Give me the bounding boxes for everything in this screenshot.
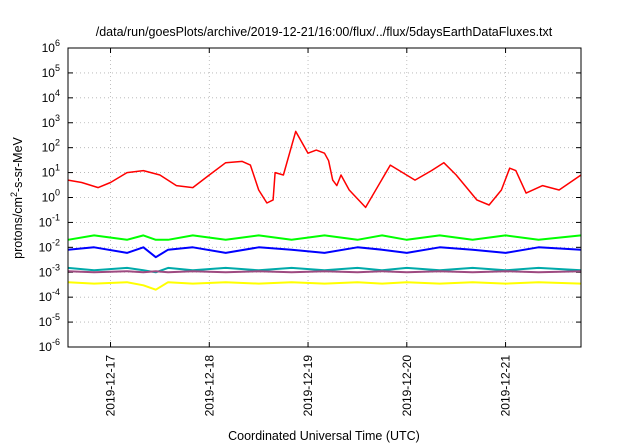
x-axis-ticks: 2019-12-17 2019-12-18 2019-12-19 2019-12-20… [104, 48, 513, 416]
series-line [67, 234, 582, 241]
y-tick-label: 101 [42, 163, 60, 180]
series-layer [67, 130, 582, 291]
plot-border [67, 47, 582, 348]
y-tick-label: 105 [42, 63, 60, 80]
grid [68, 48, 581, 347]
y-tick-label: 106 [42, 38, 60, 55]
y-tick-label: 10-2 [39, 237, 60, 254]
x-tick-label: 2019-12-17 [104, 355, 118, 417]
series-line [67, 246, 582, 259]
series-line [67, 281, 582, 291]
y-axis-label: protons/cm2-s-sr-MeV [9, 136, 25, 258]
y-tick-label: 10-5 [39, 312, 60, 329]
y-tick-label: 10-6 [39, 337, 60, 354]
y-tick-label: 104 [42, 88, 60, 105]
y-tick-label: 102 [42, 138, 60, 155]
x-tick-label: 2019-12-19 [301, 355, 315, 417]
series-line [67, 130, 582, 209]
x-axis-label: Coordinated Universal Time (UTC) [228, 429, 420, 443]
chart-title: /data/run/goesPlots/archive/2019-12-21/1… [96, 25, 553, 39]
x-tick-label: 2019-12-18 [202, 355, 216, 417]
y-tick-label: 103 [42, 113, 60, 130]
series-line [67, 270, 582, 274]
y-tick-label: 10-4 [39, 287, 60, 304]
series-line [67, 266, 582, 274]
y-tick-label: 100 [42, 188, 60, 205]
x-tick-label: 2019-12-20 [400, 355, 414, 417]
y-axis-ticks: 10-6 10-5 10-4 10-3 10-2 10-1 100 101 102 103 104 1… [39, 38, 581, 354]
y-tick-label: 10-3 [39, 262, 60, 279]
y-tick-label: 10-1 [39, 212, 60, 229]
x-tick-label: 2019-12-21 [499, 355, 513, 417]
